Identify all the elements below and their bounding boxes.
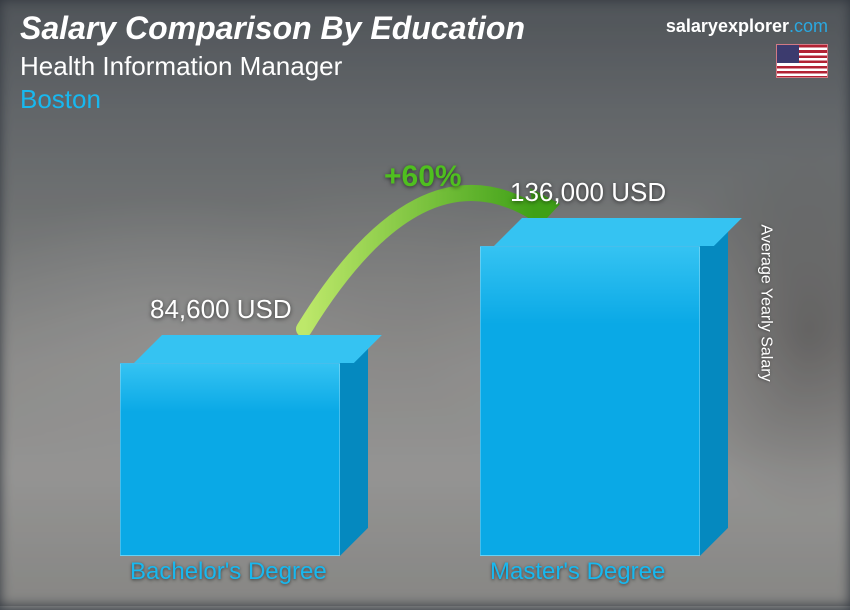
brand-suffix: .com <box>789 16 828 36</box>
bar-side <box>700 218 728 556</box>
percent-increase: +60% <box>384 160 462 194</box>
brand-name: salaryexplorer <box>666 16 789 36</box>
bar-front <box>120 363 340 556</box>
bar-top <box>494 218 742 246</box>
bar-front <box>480 246 700 556</box>
bar-value: 84,600 USD <box>150 294 292 325</box>
bar-value: 136,000 USD <box>510 177 666 208</box>
bar-category: Bachelor's Degree <box>130 558 327 586</box>
job-title: Health Information Manager <box>20 51 830 82</box>
bar <box>120 363 340 556</box>
bar-side <box>340 335 368 556</box>
flag-icon <box>776 44 828 78</box>
brand-logo: salaryexplorer.com <box>666 16 828 37</box>
bar-category: Master's Degree <box>490 558 665 586</box>
bar <box>480 246 700 556</box>
bar-chart: +60% 84,600 USDBachelor's Degree136,000 … <box>0 150 850 580</box>
bar-top <box>134 335 382 363</box>
location: Boston <box>20 84 830 115</box>
